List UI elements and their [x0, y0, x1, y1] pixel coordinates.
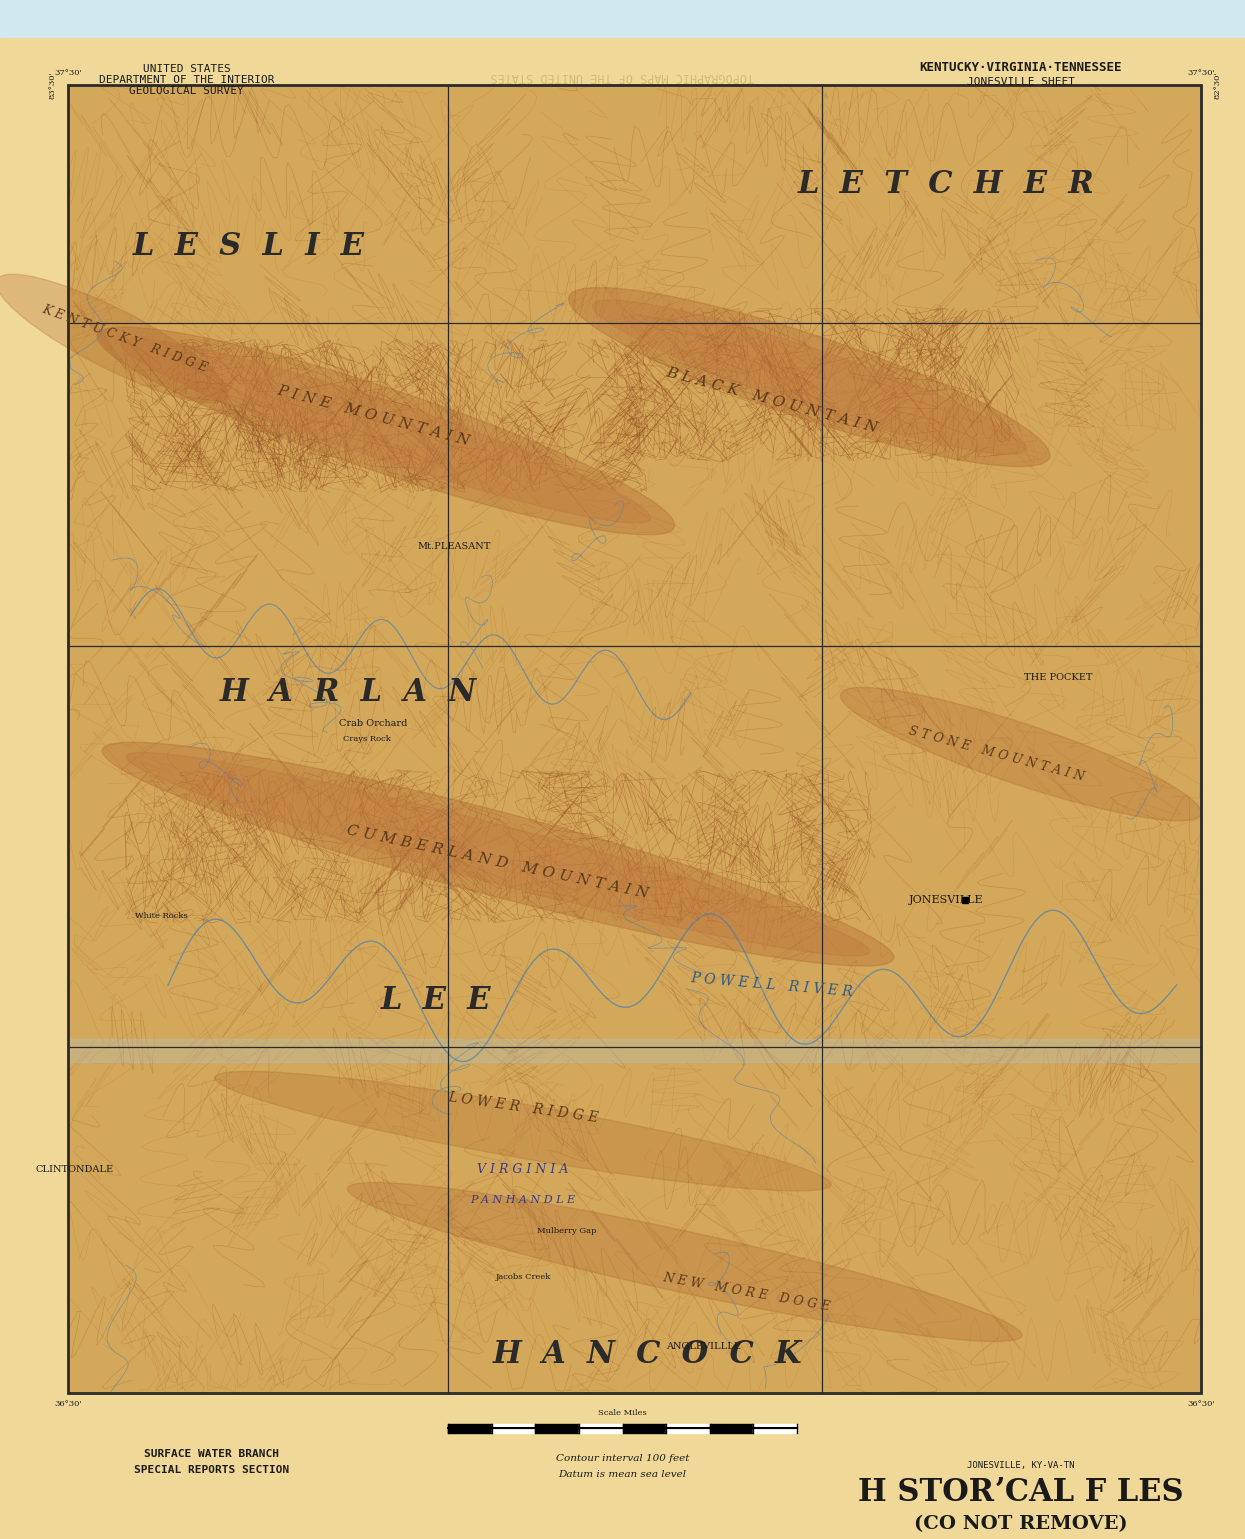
- Text: 36°30': 36°30': [55, 1400, 82, 1408]
- Text: N E W   M O R E   D O G E: N E W M O R E D O G E: [662, 1271, 832, 1314]
- Text: Contour interval 100 feet: Contour interval 100 feet: [555, 1454, 690, 1464]
- Ellipse shape: [97, 326, 675, 536]
- Text: L  E  S  L  I  E: L E S L I E: [133, 231, 365, 262]
- Ellipse shape: [347, 1182, 1022, 1342]
- Ellipse shape: [127, 753, 869, 956]
- Text: V I R G I N I A: V I R G I N I A: [477, 1163, 569, 1176]
- Bar: [579, 1424, 622, 1433]
- Text: P O W E L L   R I V E R: P O W E L L R I V E R: [690, 971, 854, 999]
- Text: Scale Miles: Scale Miles: [598, 1408, 647, 1417]
- Text: JONESVILLE, KY-VA-TN: JONESVILLE, KY-VA-TN: [967, 1461, 1074, 1470]
- Text: ANGLEVILLLE: ANGLEVILLLE: [666, 1342, 741, 1351]
- Text: H STORʼCAL F LES: H STORʼCAL F LES: [858, 1477, 1184, 1508]
- Text: THE POCKET: THE POCKET: [1023, 673, 1093, 682]
- Text: 83°30': 83°30': [49, 71, 56, 98]
- Bar: [535, 1424, 579, 1433]
- Text: CLINTONDALE: CLINTONDALE: [36, 1165, 113, 1174]
- Text: 37°30': 37°30': [55, 69, 82, 77]
- Text: SPECIAL REPORTS SECTION: SPECIAL REPORTS SECTION: [134, 1465, 289, 1474]
- Text: L O W E R   R I D G E: L O W E R R I D G E: [447, 1091, 599, 1125]
- Text: H  A  R  L  A  N: H A R L A N: [220, 677, 477, 708]
- Text: SURFACE WATER BRANCH: SURFACE WATER BRANCH: [144, 1450, 279, 1459]
- Text: P I N E   M O U N T A I N: P I N E M O U N T A I N: [275, 383, 472, 448]
- Text: L  E  E: L E E: [381, 985, 491, 1016]
- Text: Jacobs Creek: Jacobs Creek: [496, 1273, 550, 1282]
- Text: S T O N E   M O U N T A I N: S T O N E M O U N T A I N: [906, 725, 1086, 783]
- Text: Crab Orchard: Crab Orchard: [340, 719, 407, 728]
- Text: Crays Rock: Crays Rock: [344, 734, 391, 743]
- Text: C U M B E R L A N D   M O U N T A I N: C U M B E R L A N D M O U N T A I N: [346, 823, 650, 900]
- Text: White Rocks: White Rocks: [136, 911, 188, 920]
- Bar: [0, 0, 1245, 38]
- Ellipse shape: [121, 339, 651, 523]
- Text: 82°30': 82°30': [1214, 71, 1221, 98]
- Text: P A N H A N D L E: P A N H A N D L E: [471, 1196, 575, 1205]
- Ellipse shape: [840, 688, 1201, 820]
- Text: Mt.PLEASANT: Mt.PLEASANT: [418, 542, 491, 551]
- Text: GEOLOGICAL SURVEY: GEOLOGICAL SURVEY: [129, 86, 244, 95]
- Bar: [68, 85, 1201, 1393]
- Bar: [753, 1424, 797, 1433]
- Text: JONESVILLE SHEET: JONESVILLE SHEET: [967, 77, 1074, 86]
- Bar: [710, 1424, 753, 1433]
- Text: H  A  N  C  O  C  K: H A N C O C K: [493, 1339, 802, 1370]
- Text: TOPOGRAPHIC MAPS OF THE UNITED STATES: TOPOGRAPHIC MAPS OF THE UNITED STATES: [491, 71, 754, 83]
- Text: Mulberry Gap: Mulberry Gap: [537, 1227, 596, 1236]
- Ellipse shape: [214, 1071, 832, 1191]
- Text: 37°30': 37°30': [1188, 69, 1215, 77]
- Ellipse shape: [102, 742, 894, 966]
- Bar: [622, 1424, 666, 1433]
- Text: JONESVILLE: JONESVILLE: [909, 896, 984, 905]
- Text: B L A C K   M O U N T A I N: B L A C K M O U N T A I N: [665, 365, 879, 436]
- Ellipse shape: [0, 274, 228, 403]
- Text: (CO NOT REMOVE): (CO NOT REMOVE): [914, 1514, 1128, 1533]
- Bar: [448, 1424, 492, 1433]
- Bar: [666, 1424, 710, 1433]
- Ellipse shape: [569, 288, 1050, 466]
- Text: UNITED STATES: UNITED STATES: [143, 65, 230, 74]
- Text: L  E  T  C  H  E  R: L E T C H E R: [798, 169, 1094, 200]
- Text: KENTUCKY·VIRGINIA·TENNESSEE: KENTUCKY·VIRGINIA·TENNESSEE: [920, 62, 1122, 74]
- Bar: [492, 1424, 535, 1433]
- Bar: [68, 1039, 1201, 1062]
- Text: K E N T U C K Y   R I D G E: K E N T U C K Y R I D G E: [40, 303, 209, 374]
- Text: DEPARTMENT OF THE INTERIOR: DEPARTMENT OF THE INTERIOR: [100, 75, 274, 85]
- Ellipse shape: [593, 300, 1026, 454]
- Text: Datum is mean sea level: Datum is mean sea level: [559, 1470, 686, 1479]
- Text: 36°30': 36°30': [1188, 1400, 1215, 1408]
- Bar: [68, 85, 1201, 1393]
